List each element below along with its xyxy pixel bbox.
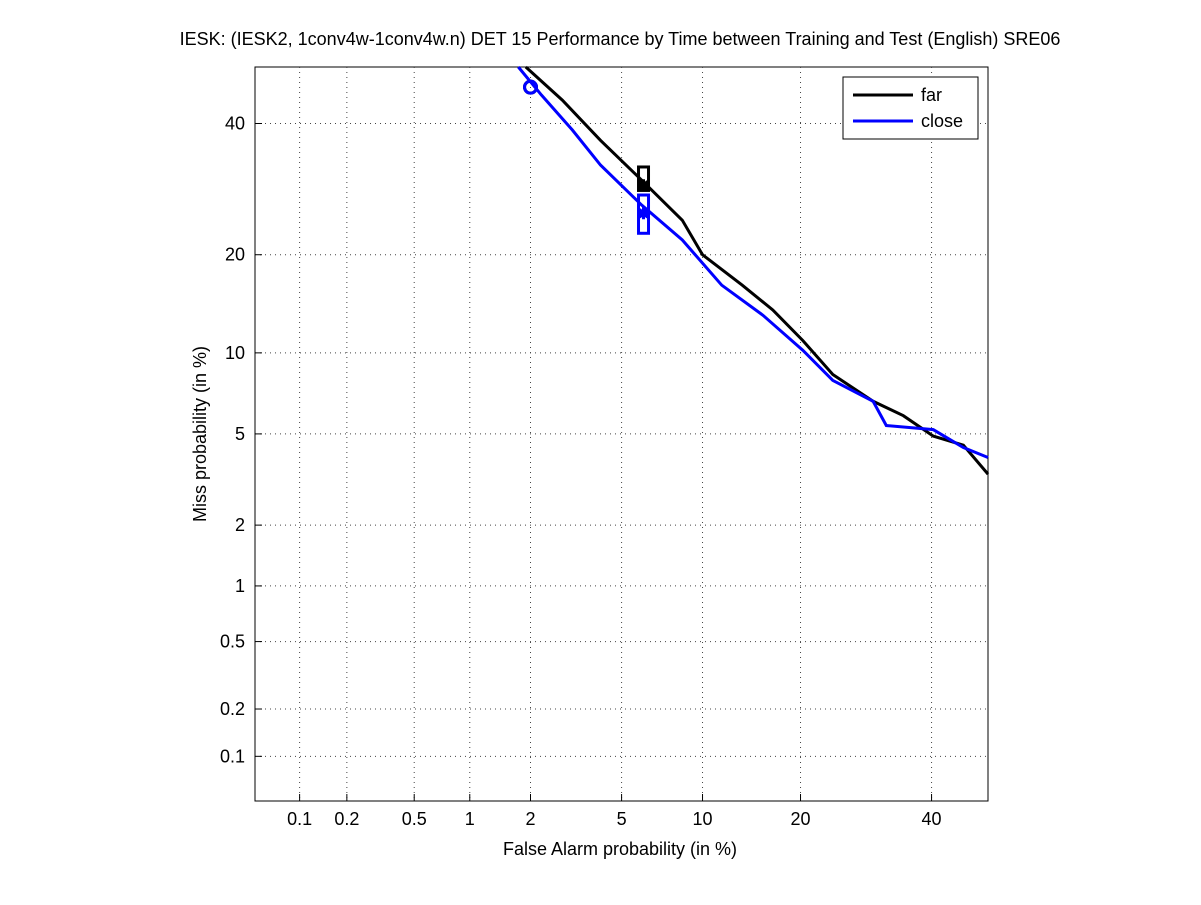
x-tick-label: 5 [617, 809, 627, 829]
y-tick-label: 40 [225, 114, 245, 134]
y-tick-label: 10 [225, 343, 245, 363]
x-tick-label: 0.2 [334, 809, 359, 829]
x-tick-label: 1 [465, 809, 475, 829]
min-dcf-marker [523, 79, 539, 95]
y-tick-label: 0.1 [220, 746, 245, 766]
x-tick-label: 40 [922, 809, 942, 829]
y-tick-label: 0.5 [220, 632, 245, 652]
y-tick-label: 0.2 [220, 699, 245, 719]
y-tick-label: 2 [235, 515, 245, 535]
x-tick-label: 2 [525, 809, 535, 829]
y-tick-label: 5 [235, 424, 245, 444]
x-tick-label: 20 [791, 809, 811, 829]
x-tick-label: 0.1 [287, 809, 312, 829]
y-tick-label: 20 [225, 245, 245, 265]
act-dcf-marker [637, 179, 650, 192]
legend-label: close [921, 111, 963, 131]
chart-title: IESK: (IESK2, 1conv4w-1conv4w.n) DET 15 … [180, 29, 1061, 49]
x-tick-label: 0.5 [402, 809, 427, 829]
legend-label: far [921, 85, 942, 105]
y-tick-label: 1 [235, 576, 245, 596]
y-axis-label: Miss probability (in %) [190, 346, 210, 522]
act-dcf-marker [637, 207, 650, 220]
legend-box [842, 76, 979, 140]
x-tick-label: 10 [693, 809, 713, 829]
data-line [517, 66, 989, 459]
x-axis-label: False Alarm probability (in %) [503, 839, 737, 859]
